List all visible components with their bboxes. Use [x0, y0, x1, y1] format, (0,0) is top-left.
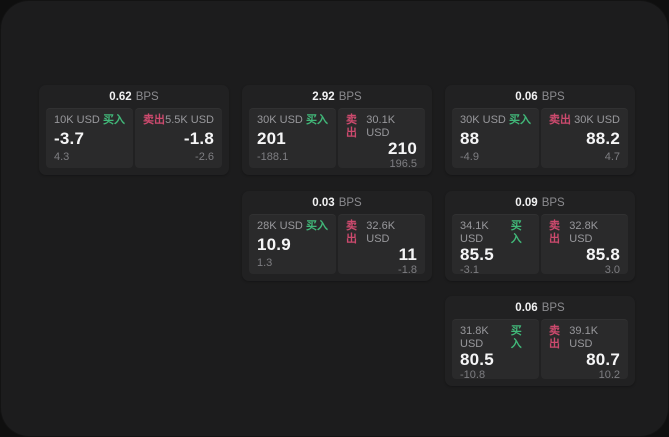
sell-panel[interactable]: 卖出 32.6K USD 11 -1.8 [338, 214, 425, 276]
sell-label: 卖出 [143, 114, 165, 126]
buy-amount: 30K USD [460, 114, 506, 126]
sell-panel[interactable]: 卖出 30.1K USD 210 196.5 [338, 108, 425, 170]
buy-delta: -3.1 [460, 264, 479, 276]
bps-value: 0.06 [515, 90, 538, 103]
buy-amount: 34.1K USD [460, 220, 489, 245]
sell-delta: -1.8 [398, 264, 417, 276]
buy-label: 买入 [510, 325, 522, 350]
buy-panel[interactable]: 28K USD 买入 10.9 1.3 [249, 214, 336, 274]
card-header: 0.09 BPS [452, 191, 628, 214]
sell-amount: 32.8K USD [569, 220, 599, 245]
sell-amount: 30K USD [574, 114, 620, 126]
sell-delta: -2.6 [195, 151, 214, 163]
bps-value: 0.06 [515, 301, 538, 314]
buy-label: 买入 [509, 114, 531, 126]
card-header: 0.03 BPS [249, 191, 425, 214]
buy-delta: 4.3 [54, 151, 70, 163]
sell-amount: 30.1K USD [366, 114, 396, 139]
sell-panel[interactable]: 卖出 5.5K USD -1.8 -2.6 [135, 108, 222, 168]
sell-panel[interactable]: 卖出 30K USD 88.2 4.7 [541, 108, 628, 168]
sell-label: 卖出 [346, 114, 357, 139]
buy-delta: -4.9 [460, 151, 479, 163]
sell-price: 85.8 [586, 245, 620, 264]
card-header: 0.06 BPS [452, 85, 628, 108]
sell-price: -1.8 [183, 129, 214, 148]
bps-unit: BPS [338, 90, 362, 103]
buy-delta: 1.3 [257, 257, 273, 269]
buy-amount: 28K USD [257, 220, 303, 232]
sell-price: 88.2 [586, 129, 620, 148]
card-header: 0.62 BPS [46, 85, 222, 108]
sell-price: 80.7 [586, 350, 620, 369]
buy-delta: -10.8 [460, 369, 486, 381]
bps-unit: BPS [135, 90, 159, 103]
sell-panel[interactable]: 卖出 32.8K USD 85.8 3.0 [541, 214, 628, 276]
bps-value: 0.62 [109, 90, 132, 103]
sell-label: 卖出 [346, 220, 357, 245]
quote-card: 0.06 BPS 30K USD 买入 88 -4.9 卖出 30K USD [445, 85, 635, 175]
sell-amount: 5.5K USD [165, 114, 214, 126]
sell-price: 11 [398, 245, 417, 264]
bps-unit: BPS [338, 196, 362, 209]
buy-panel[interactable]: 34.1K USD 买入 85.5 -3.1 [452, 214, 539, 276]
card-header: 0.06 BPS [452, 296, 628, 319]
buy-label: 买入 [306, 114, 328, 126]
bps-value: 0.09 [515, 196, 538, 209]
sell-delta: 196.5 [389, 158, 417, 170]
buy-amount: 31.8K USD [460, 325, 489, 350]
buy-label: 买入 [510, 220, 522, 245]
bps-unit: BPS [541, 301, 565, 314]
quote-card: 0.06 BPS 31.8K USD 买入 80.5 -10.8 卖出 39.1… [445, 296, 635, 386]
sell-label: 卖出 [549, 220, 560, 245]
sell-price: 210 [388, 139, 417, 158]
quote-card: 0.09 BPS 34.1K USD 买入 85.5 -3.1 卖出 32.8K… [445, 191, 635, 281]
sell-panel[interactable]: 卖出 39.1K USD 80.7 10.2 [541, 319, 628, 381]
buy-label: 买入 [103, 114, 125, 126]
quote-card: 0.62 BPS 10K USD 买入 -3.7 4.3 卖出 5.5K USD [39, 85, 229, 175]
buy-delta: -188.1 [257, 151, 289, 163]
buy-label: 买入 [306, 220, 328, 232]
sell-delta: 10.2 [598, 369, 620, 381]
buy-panel[interactable]: 30K USD 买入 201 -188.1 [249, 108, 336, 168]
bps-unit: BPS [541, 90, 565, 103]
buy-amount: 30K USD [257, 114, 303, 126]
sell-label: 卖出 [549, 325, 560, 350]
bps-unit: BPS [541, 196, 565, 209]
sell-delta: 3.0 [604, 264, 620, 276]
buy-price: -3.7 [54, 129, 85, 148]
buy-amount: 10K USD [54, 114, 100, 126]
quote-card: 2.92 BPS 30K USD 买入 201 -188.1 卖出 30.1K … [242, 85, 432, 175]
buy-price: 80.5 [460, 350, 494, 369]
bps-value: 2.92 [312, 90, 335, 103]
sell-label: 卖出 [549, 114, 571, 126]
buy-price: 10.9 [257, 235, 291, 254]
buy-price: 201 [257, 129, 286, 148]
buy-price: 85.5 [460, 245, 494, 264]
buy-panel[interactable]: 31.8K USD 买入 80.5 -10.8 [452, 319, 539, 381]
sell-delta: 4.7 [604, 151, 620, 163]
sell-amount: 39.1K USD [569, 325, 599, 350]
card-header: 2.92 BPS [249, 85, 425, 108]
quote-card: 0.03 BPS 28K USD 买入 10.9 1.3 卖出 32.6K US… [242, 191, 432, 281]
sell-amount: 32.6K USD [366, 220, 396, 245]
bps-value: 0.03 [312, 196, 335, 209]
buy-panel[interactable]: 10K USD 买入 -3.7 4.3 [46, 108, 133, 168]
buy-panel[interactable]: 30K USD 买入 88 -4.9 [452, 108, 539, 168]
buy-price: 88 [460, 129, 480, 148]
